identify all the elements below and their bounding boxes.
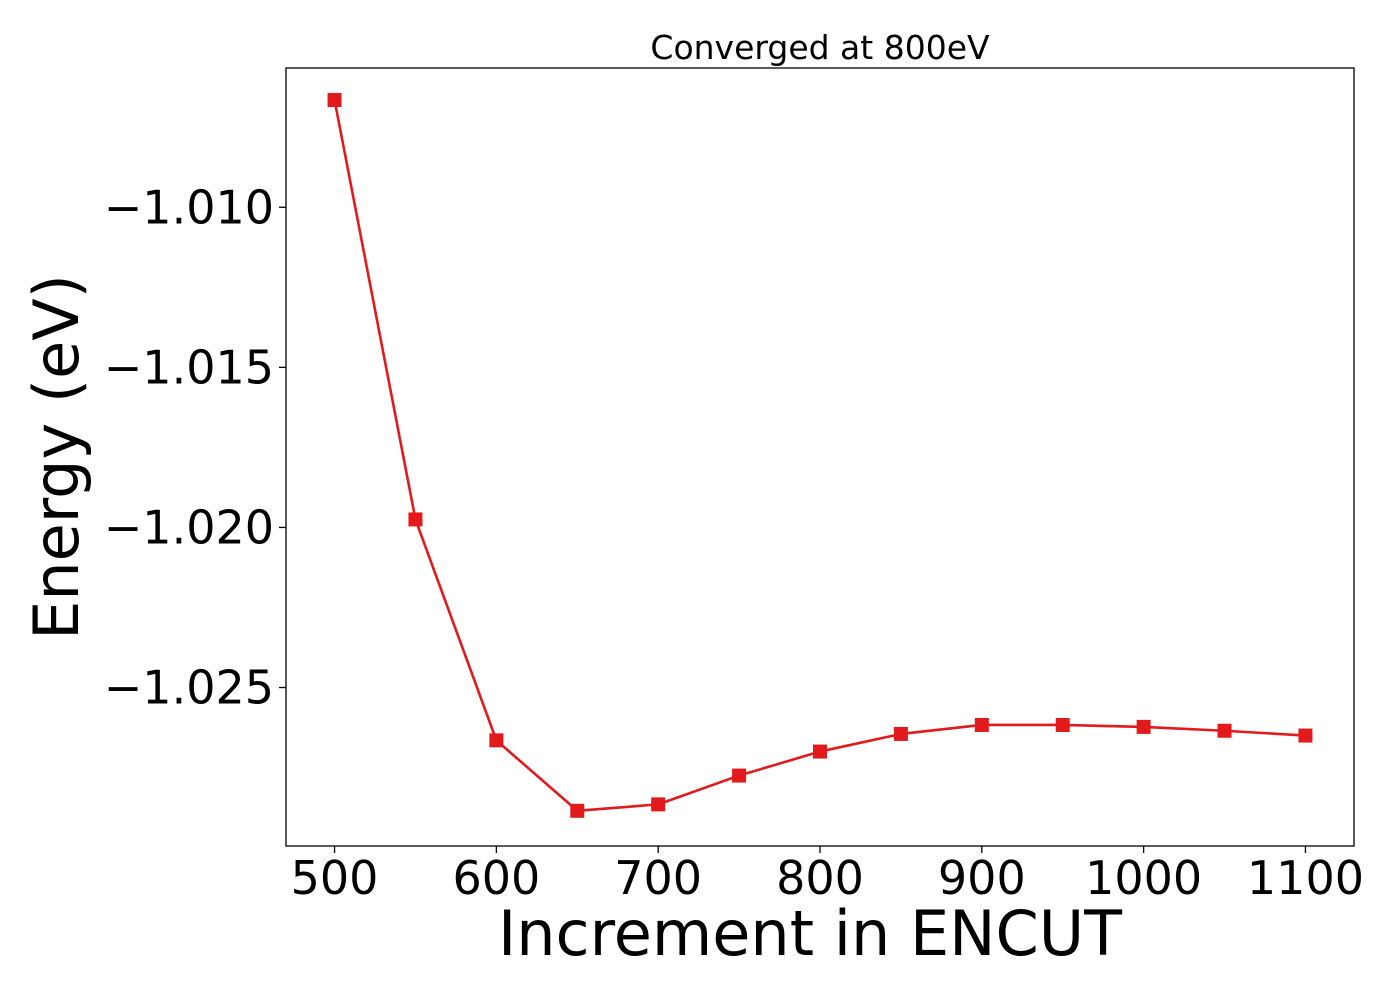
y-tick-label: −1.015	[104, 340, 274, 394]
series-layer	[327, 93, 1313, 818]
chart-title: Converged at 800eV	[650, 28, 990, 67]
x-tick-label: 500	[291, 851, 379, 905]
data-point-marker	[813, 744, 827, 759]
data-point-marker	[1055, 717, 1070, 732]
y-axis-title: Energy (eV)	[20, 274, 93, 640]
x-tick-label: 800	[776, 851, 864, 905]
data-point-marker	[651, 797, 666, 812]
y-axis: −1.010 −1.015 −1.020 −1.025	[104, 180, 286, 715]
data-point-marker	[974, 717, 989, 732]
data-point-marker	[327, 93, 342, 108]
x-tick-label: 600	[452, 851, 540, 905]
x-axis: 500 600 700 800 900 1000 1100	[291, 846, 1364, 905]
series-line	[333, 99, 1306, 813]
y-tick-label: −1.025	[104, 661, 274, 715]
data-point-marker	[893, 726, 908, 741]
x-tick-label: 1100	[1247, 851, 1364, 905]
x-tick-label: 900	[938, 851, 1026, 905]
x-axis-title: Increment in ENCUT	[498, 897, 1123, 970]
data-point-marker	[1217, 723, 1232, 738]
x-tick-label: 1000	[1085, 851, 1202, 905]
data-point-marker	[1136, 719, 1151, 734]
y-tick-label: −1.020	[104, 500, 274, 554]
x-tick-label: 700	[614, 851, 702, 905]
data-point-marker	[732, 768, 747, 783]
y-tick-label: −1.010	[104, 180, 274, 234]
data-point-marker	[570, 803, 585, 818]
data-point-marker	[1298, 728, 1313, 743]
data-point-marker	[489, 733, 504, 748]
data-point-marker	[408, 512, 423, 527]
